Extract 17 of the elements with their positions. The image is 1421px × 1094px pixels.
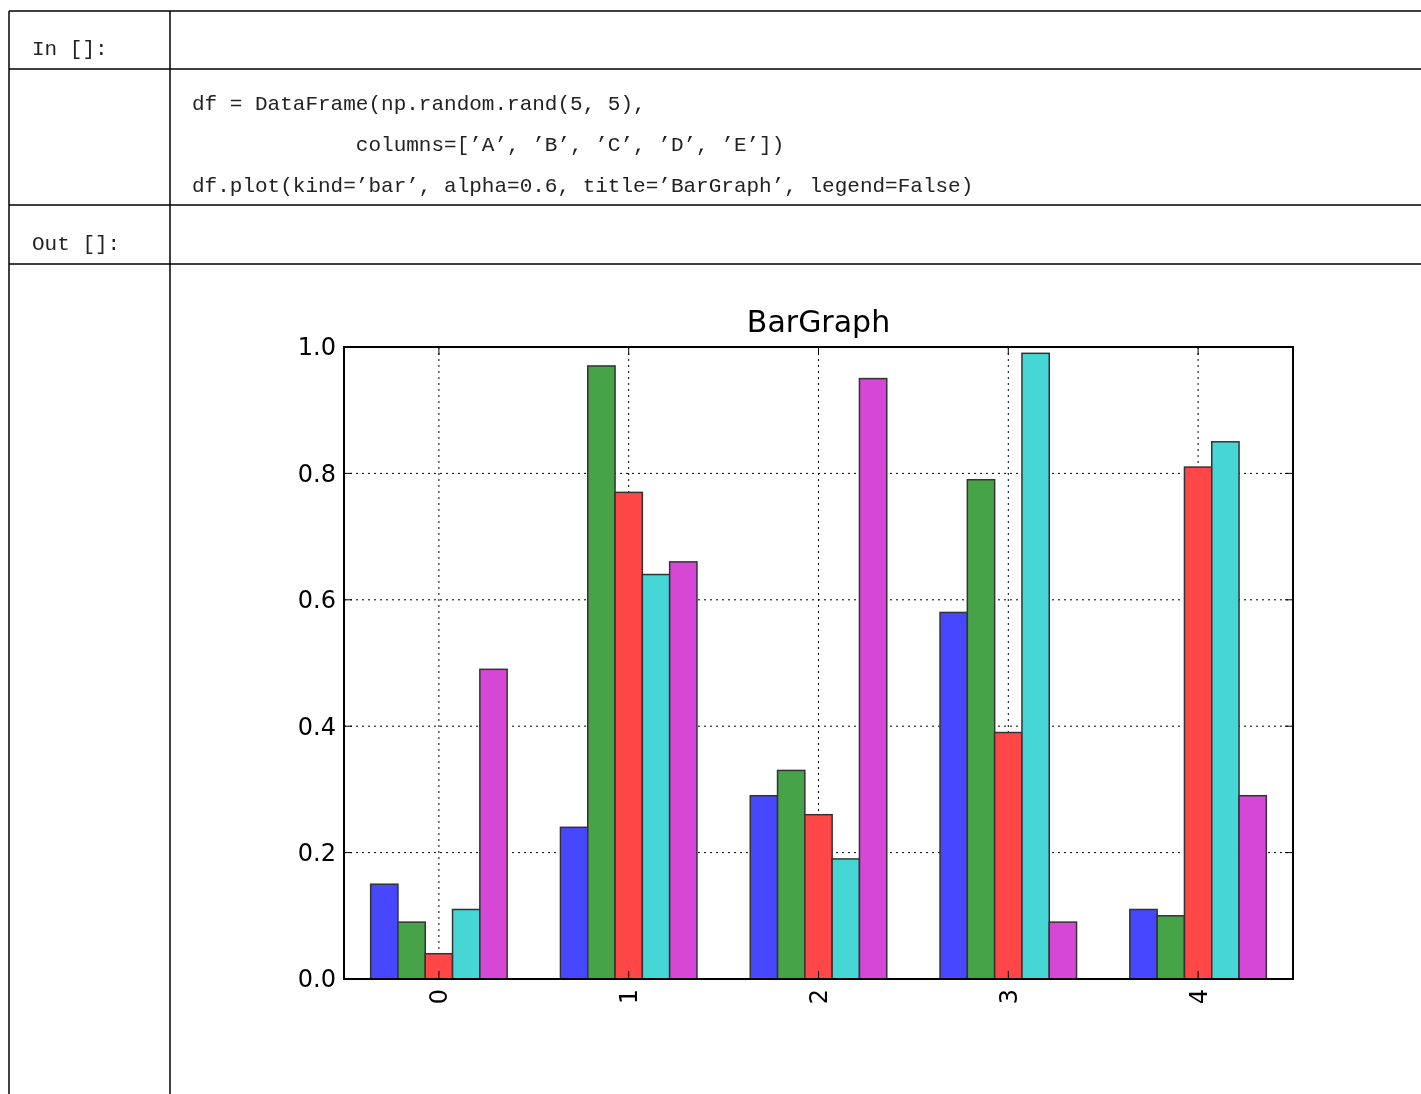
y-tick-label: 0.0	[297, 965, 336, 994]
x-tick-label: 1	[615, 989, 644, 1005]
text: In []:	[32, 38, 108, 61]
x-tick-label: 0	[425, 989, 454, 1005]
text: df.plot(kind=’bar’, alpha=0.6, title=’BarGraph’, legend=False)	[192, 175, 974, 198]
text: Out []:	[32, 233, 121, 256]
y-tick-label: 1.0	[297, 333, 336, 362]
y-tick-label: 0.2	[297, 839, 336, 867]
text: columns=[’A’, ’B’, ’C’, ’D’, ’E’])	[192, 134, 785, 157]
chart-title: BarGraph	[746, 304, 891, 339]
x-tick-label: 4	[1184, 989, 1213, 1005]
y-tick-label: 0.8	[297, 459, 336, 488]
x-tick-label: 2	[804, 989, 833, 1005]
y-tick-label: 0.4	[297, 712, 336, 741]
x-tick-label: 3	[994, 989, 1023, 1005]
text: df = DataFrame(np.random.rand(5, 5),	[192, 93, 646, 116]
y-tick-label: 0.6	[297, 586, 336, 615]
